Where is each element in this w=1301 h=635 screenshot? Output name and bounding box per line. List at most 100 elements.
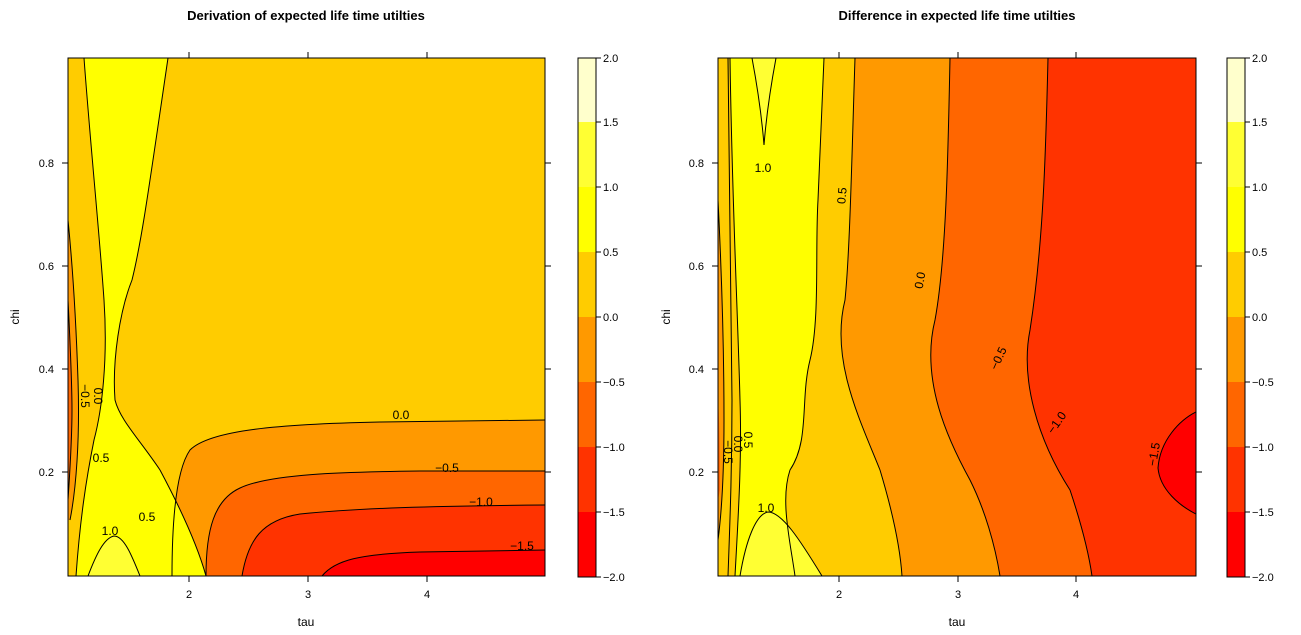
x-axis-label: tau bbox=[298, 615, 315, 629]
panel-right: Difference in expected life time utiltie… bbox=[659, 8, 1274, 629]
contour-lines bbox=[68, 58, 545, 576]
colorbar-label: −0.5 bbox=[603, 377, 625, 389]
band-1.0-1.5 bbox=[88, 536, 140, 576]
contour-neg1.0-right bbox=[241, 504, 545, 576]
colorbar-swatch bbox=[578, 512, 596, 577]
contour-label: −1.5 bbox=[1145, 441, 1163, 467]
contour-label: −1.0 bbox=[469, 495, 493, 509]
colorbar-swatch bbox=[578, 382, 596, 447]
colorbar-label: −2.0 bbox=[1252, 572, 1274, 584]
y-tick-label: 0.4 bbox=[39, 364, 54, 376]
contour-fill bbox=[68, 58, 545, 576]
colorbar-label: 1.0 bbox=[1252, 182, 1267, 194]
colorbar-label: 1.5 bbox=[603, 117, 618, 129]
contour-label: −0.5 bbox=[78, 384, 92, 408]
contour-neg1.5-right bbox=[321, 549, 545, 576]
panel-left: Derivation of expected life time utiltie… bbox=[8, 8, 625, 629]
contour-lines bbox=[718, 58, 1196, 576]
y-tick-label: 0.8 bbox=[689, 158, 704, 170]
colorbar-swatch bbox=[1227, 447, 1245, 512]
chart-title: Difference in expected life time utiltie… bbox=[839, 8, 1076, 23]
plot-frame bbox=[717, 57, 1197, 577]
contour-label: −0.5 bbox=[721, 440, 735, 464]
x-tick-label: 4 bbox=[424, 589, 430, 601]
contour-1.0-top bbox=[751, 58, 777, 146]
x-tick-label: 2 bbox=[186, 589, 192, 601]
contour-0.5-left bbox=[75, 58, 106, 576]
y-axis: 0.2 0.4 0.6 0.8 chi bbox=[659, 158, 1202, 479]
colorbar-label: −1.5 bbox=[1252, 507, 1274, 519]
contour-neg1.5 bbox=[1157, 411, 1196, 515]
contour-1.0-bottom bbox=[739, 511, 823, 576]
colorbar-swatch bbox=[578, 252, 596, 317]
colorbar-label: 0.0 bbox=[1252, 312, 1267, 324]
x-axis: 2 3 4 tau bbox=[186, 52, 430, 629]
contour-label: 0.0 bbox=[912, 271, 929, 290]
contour-left-neg0.5 bbox=[718, 199, 725, 541]
colorbar-swatch bbox=[1227, 187, 1245, 252]
colorbar-swatch bbox=[578, 58, 596, 122]
contour-neg0.5-right bbox=[205, 470, 545, 576]
contour-labels: 0.0 −0.5 −1.0 −1.5 0.5 0.5 1.0 0.0 −0.5 bbox=[78, 384, 534, 553]
band-0.5-1.0 bbox=[76, 58, 206, 576]
colorbar-swatch bbox=[1227, 382, 1245, 447]
contour-fill bbox=[718, 58, 1196, 576]
contour-label: 0.5 bbox=[93, 451, 110, 465]
colorbar-swatch bbox=[1227, 58, 1245, 122]
colorbar-swatch bbox=[578, 187, 596, 252]
contour-left-0.0 bbox=[727, 58, 733, 576]
x-tick-label: 2 bbox=[836, 589, 842, 601]
y-tick-label: 0.6 bbox=[39, 261, 54, 273]
y-tick-label: 0.8 bbox=[39, 158, 54, 170]
y-tick-label: 0.4 bbox=[689, 364, 704, 376]
colorbar-swatch bbox=[578, 317, 596, 382]
chart-title: Derivation of expected life time utiltie… bbox=[187, 8, 425, 23]
colorbar-label: 0.5 bbox=[603, 247, 618, 259]
colorbar: −2.0 −1.5 −1.0 −0.5 0.0 0.5 1.0 1.5 2.0 bbox=[577, 53, 625, 584]
contour-label: −0.5 bbox=[435, 461, 459, 475]
contour-label: 0.5 bbox=[834, 186, 849, 204]
contour-neg0.5 bbox=[930, 58, 1001, 576]
colorbar-label: −0.5 bbox=[1252, 377, 1274, 389]
contour-label: −1.5 bbox=[510, 539, 534, 553]
y-tick-label: 0.2 bbox=[689, 467, 704, 479]
band-neg2.0-neg1.5 bbox=[322, 550, 545, 576]
colorbar-swatch bbox=[1227, 252, 1245, 317]
contour-0.5-right bbox=[113, 58, 207, 576]
y-tick-label: 0.2 bbox=[39, 467, 54, 479]
contour-label: 0.0 bbox=[91, 388, 105, 405]
contour-label: 0.0 bbox=[731, 436, 745, 453]
band-neg1.5-neg2.0 bbox=[1158, 412, 1196, 514]
contour-0.0 bbox=[840, 58, 903, 576]
y-axis-label: chi bbox=[8, 309, 22, 324]
colorbar-swatch bbox=[1227, 317, 1245, 382]
contour-0.0-left bbox=[68, 219, 80, 521]
contour-label: 1.0 bbox=[102, 524, 119, 538]
x-tick-label: 3 bbox=[955, 589, 961, 601]
contour-label: 0.0 bbox=[393, 408, 410, 422]
contour-0.5-right bbox=[785, 58, 825, 576]
colorbar-swatch bbox=[1227, 122, 1245, 187]
band-1.0-0.5 bbox=[730, 58, 824, 576]
contour-label: 1.0 bbox=[758, 501, 775, 515]
colorbar-label: −1.5 bbox=[603, 507, 625, 519]
colorbar-label: 2.0 bbox=[603, 53, 618, 65]
colorbar-label: 1.5 bbox=[1252, 117, 1267, 129]
colorbar-swatch bbox=[578, 122, 596, 187]
colorbar: −2.0 −1.5 −1.0 −0.5 0.0 0.5 1.0 1.5 2.0 bbox=[1226, 53, 1274, 584]
colorbar-label: 2.0 bbox=[1252, 53, 1267, 65]
colorbar-label: −1.0 bbox=[603, 442, 625, 454]
contour-neg1.0 bbox=[1026, 58, 1093, 576]
colorbar-label: 1.0 bbox=[603, 182, 618, 194]
contour-label: 0.5 bbox=[741, 432, 755, 449]
x-axis-label: tau bbox=[949, 615, 966, 629]
contour-0.5-left bbox=[729, 58, 742, 576]
band-top-1.0-1.5 bbox=[752, 58, 776, 145]
contour-neg0.5-left bbox=[68, 299, 73, 501]
y-axis-label: chi bbox=[659, 309, 673, 324]
plot-frame bbox=[67, 57, 546, 577]
contour-0.0-right bbox=[171, 419, 545, 576]
band-left-neg1.0 bbox=[68, 300, 72, 500]
contour-label: 1.0 bbox=[755, 161, 772, 175]
